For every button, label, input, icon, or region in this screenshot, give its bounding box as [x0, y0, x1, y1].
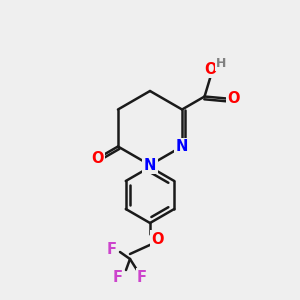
Text: O: O	[204, 62, 217, 77]
Text: F: F	[107, 242, 117, 256]
Text: F: F	[137, 269, 147, 284]
Text: N: N	[176, 139, 188, 154]
Text: O: O	[227, 91, 240, 106]
Text: F: F	[113, 269, 123, 284]
Text: H: H	[216, 57, 227, 70]
Text: O: O	[91, 151, 103, 166]
Text: O: O	[152, 232, 164, 247]
Text: N: N	[144, 158, 156, 172]
